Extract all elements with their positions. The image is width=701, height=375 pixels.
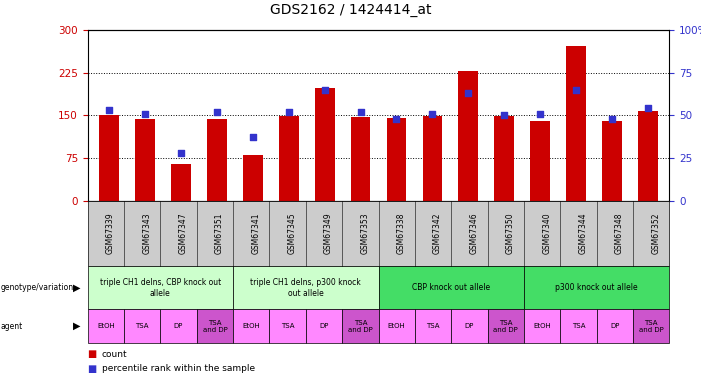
Text: ■: ■	[88, 364, 97, 374]
Point	[283, 109, 294, 115]
Text: DP: DP	[465, 323, 474, 329]
Text: GDS2162 / 1424414_at: GDS2162 / 1424414_at	[270, 3, 431, 17]
Point	[571, 87, 582, 93]
Point	[391, 116, 402, 122]
Bar	[207, 119, 227, 201]
Text: GSM67339: GSM67339	[106, 213, 115, 254]
Text: TSA
and DP: TSA and DP	[494, 320, 518, 333]
Text: EtOH: EtOH	[533, 323, 551, 329]
Text: GSM67344: GSM67344	[578, 213, 587, 254]
Point	[355, 109, 366, 115]
Text: GSM67353: GSM67353	[360, 213, 369, 254]
Text: triple CH1 delns, p300 knock
out allele: triple CH1 delns, p300 knock out allele	[250, 278, 361, 297]
Bar	[566, 46, 586, 201]
Text: TSA: TSA	[281, 323, 294, 329]
Text: GSM67352: GSM67352	[651, 213, 660, 254]
Point	[498, 112, 510, 118]
Bar	[315, 88, 334, 201]
Text: agent: agent	[1, 322, 23, 331]
Text: count: count	[102, 350, 128, 359]
Text: TSA
and DP: TSA and DP	[639, 320, 664, 333]
Text: triple CH1 delns, CBP knock out
allele: triple CH1 delns, CBP knock out allele	[100, 278, 221, 297]
Text: GSM67350: GSM67350	[506, 213, 515, 254]
Point	[535, 111, 546, 117]
Text: GSM67349: GSM67349	[324, 213, 333, 254]
Bar	[494, 117, 514, 201]
Bar	[279, 117, 299, 201]
Text: ■: ■	[88, 349, 97, 359]
Text: DP: DP	[320, 323, 329, 329]
Text: CBP knock out allele: CBP knock out allele	[412, 284, 490, 292]
Bar	[423, 117, 442, 201]
Bar	[387, 118, 407, 201]
Point	[642, 105, 653, 111]
Point	[247, 135, 259, 141]
Text: ▶: ▶	[74, 321, 81, 331]
Point	[319, 87, 330, 93]
Point	[463, 90, 474, 96]
Bar	[602, 121, 622, 201]
Text: TSA: TSA	[426, 323, 440, 329]
Point	[211, 109, 222, 115]
Text: TSA: TSA	[572, 323, 585, 329]
Text: GSM67338: GSM67338	[397, 213, 406, 254]
Text: p300 knock out allele: p300 knock out allele	[555, 284, 638, 292]
Text: DP: DP	[611, 323, 620, 329]
Text: TSA: TSA	[135, 323, 149, 329]
Bar	[638, 111, 658, 201]
Text: percentile rank within the sample: percentile rank within the sample	[102, 364, 254, 373]
Text: TSA
and DP: TSA and DP	[203, 320, 227, 333]
Text: GSM67342: GSM67342	[433, 213, 442, 254]
Text: EtOH: EtOH	[388, 323, 406, 329]
Bar	[135, 119, 155, 201]
Text: GSM67348: GSM67348	[615, 213, 624, 254]
Text: EtOH: EtOH	[243, 323, 260, 329]
Bar	[458, 71, 478, 201]
Bar	[171, 164, 191, 201]
Point	[606, 116, 618, 122]
Text: GSM67347: GSM67347	[179, 213, 188, 254]
Bar	[350, 117, 370, 201]
Point	[104, 107, 115, 113]
Text: DP: DP	[174, 323, 183, 329]
Text: GSM67341: GSM67341	[251, 213, 260, 254]
Text: GSM67345: GSM67345	[287, 213, 297, 254]
Text: ▶: ▶	[74, 283, 81, 293]
Text: EtOH: EtOH	[97, 323, 115, 329]
Bar	[100, 116, 119, 201]
Text: GSM67351: GSM67351	[215, 213, 224, 254]
Text: GSM67340: GSM67340	[542, 213, 551, 254]
Bar	[243, 155, 263, 201]
Text: GSM67346: GSM67346	[470, 213, 479, 254]
Bar	[530, 121, 550, 201]
Point	[175, 150, 186, 156]
Text: GSM67343: GSM67343	[142, 213, 151, 254]
Text: TSA
and DP: TSA and DP	[348, 320, 373, 333]
Point	[139, 111, 151, 117]
Text: genotype/variation: genotype/variation	[1, 284, 74, 292]
Point	[427, 111, 438, 117]
